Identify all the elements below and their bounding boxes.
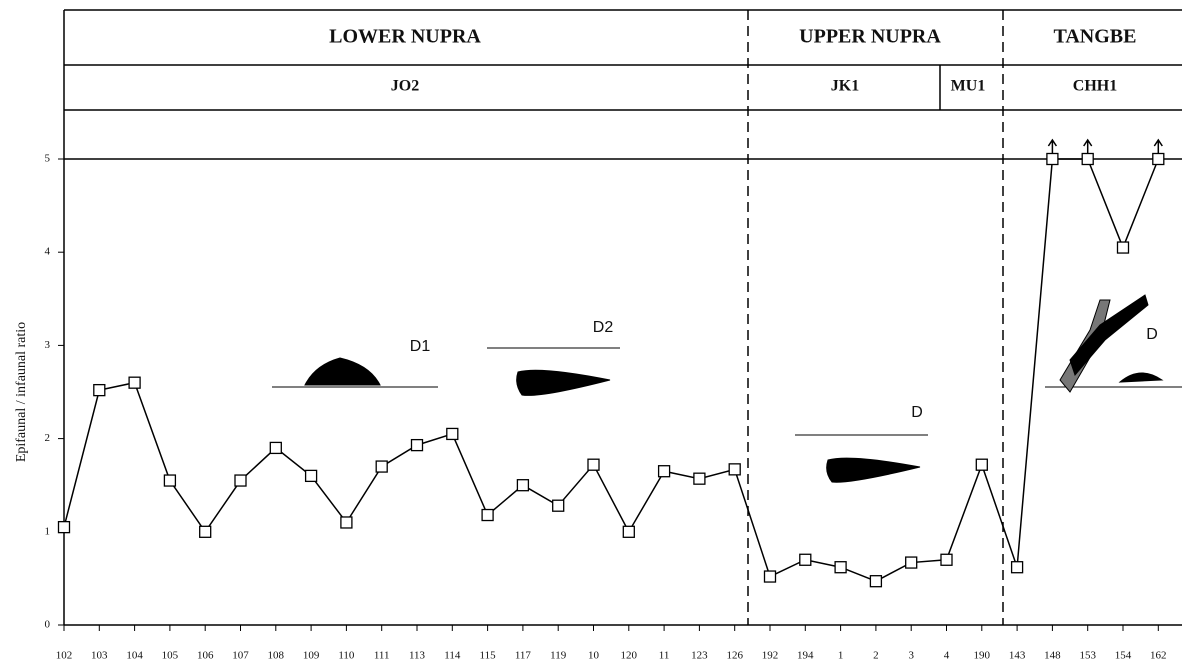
data-point <box>1082 154 1093 165</box>
header-label: JO2 <box>391 78 419 95</box>
data-point <box>517 480 528 491</box>
x-tick-label: 115 <box>480 650 497 662</box>
x-tick-label: 109 <box>303 650 320 662</box>
y-tick-label: 5 <box>45 153 51 165</box>
header-label: MU1 <box>951 78 986 95</box>
x-tick-label: 120 <box>621 650 638 662</box>
x-tick-label: 11 <box>659 650 670 662</box>
y-tick-label: 1 <box>45 525 51 537</box>
data-point <box>59 522 70 533</box>
x-tick-label: 111 <box>374 650 390 662</box>
header-label: JK1 <box>831 78 859 95</box>
data-point <box>976 459 987 470</box>
data-point <box>659 466 670 477</box>
x-tick-label: 148 <box>1044 650 1061 662</box>
data-point <box>129 377 140 388</box>
x-tick-label: 3 <box>908 650 914 662</box>
data-line <box>64 159 1158 581</box>
data-point <box>800 554 811 565</box>
data-point <box>835 562 846 573</box>
header-label: LOWER NUPRA <box>329 26 481 48</box>
x-tick-label: 103 <box>91 650 108 662</box>
x-tick-label: 105 <box>162 650 179 662</box>
x-tick-label: 143 <box>1009 650 1026 662</box>
x-tick-label: 192 <box>762 650 779 662</box>
x-tick-label: 1 <box>838 650 844 662</box>
data-point <box>164 475 175 486</box>
overflow-arrow <box>1084 140 1092 153</box>
chart: LOWER NUPRA UPPER NUPRA TANGBE JO2 JK1 MU1 CHH… <box>0 0 1182 669</box>
data-point <box>729 464 740 475</box>
x-tick-label: 102 <box>56 650 73 662</box>
x-tick-label: 10 <box>588 650 600 662</box>
data-point <box>94 385 105 396</box>
x-tick-label: 126 <box>726 650 743 662</box>
x-tick-label: 114 <box>444 650 461 662</box>
data-point <box>447 428 458 439</box>
data-point <box>1153 154 1164 165</box>
x-tick-label: 110 <box>338 650 355 662</box>
header-label: TANGBE <box>1054 26 1137 48</box>
data-point <box>694 473 705 484</box>
x-tick-label: 123 <box>691 650 708 662</box>
y-tick-label: 4 <box>45 246 51 258</box>
annotation: D2 <box>593 319 614 336</box>
data-point <box>412 440 423 451</box>
data-point <box>200 526 211 537</box>
y-tick-label: 3 <box>45 339 51 351</box>
x-tick-label: 4 <box>944 650 950 662</box>
data-point <box>623 526 634 537</box>
data-point <box>1047 154 1058 165</box>
data-point <box>482 510 493 521</box>
header-label: UPPER NUPRA <box>799 26 941 48</box>
data-point <box>1012 562 1023 573</box>
y-tick-label: 0 <box>45 619 51 631</box>
data-point <box>235 475 246 486</box>
data-point <box>906 557 917 568</box>
data-point <box>270 442 281 453</box>
overflow-arrow <box>1048 140 1056 153</box>
overflow-arrow <box>1154 140 1162 153</box>
y-tick-label: 2 <box>45 432 51 444</box>
x-tick-label: 162 <box>1150 650 1167 662</box>
data-point <box>941 554 952 565</box>
data-point <box>588 459 599 470</box>
x-tick-label: 107 <box>232 650 249 662</box>
x-tick-label: 104 <box>126 650 143 662</box>
x-tick-label: 190 <box>974 650 991 662</box>
x-tick-label: 154 <box>1115 650 1132 662</box>
data-point <box>341 517 352 528</box>
annotation: D1 <box>410 338 431 355</box>
page: LOWER NUPRA UPPER NUPRA TANGBE JO2 JK1 MU1 CHH… <box>0 0 1182 669</box>
annotation: D <box>1146 326 1158 343</box>
x-tick-label: 113 <box>409 650 426 662</box>
data-point <box>765 571 776 582</box>
y-axis-label: Epifaunal / infaunal ratio <box>14 322 29 462</box>
silhouettes <box>272 295 1182 482</box>
x-tick-label: 194 <box>797 650 814 662</box>
x-tick-label: 2 <box>873 650 879 662</box>
data-point <box>1118 242 1129 253</box>
x-tick-label: 117 <box>515 650 532 662</box>
x-tick-label: 153 <box>1079 650 1096 662</box>
x-tick-label: 106 <box>197 650 214 662</box>
data-point <box>376 461 387 472</box>
annotation: D <box>911 404 923 421</box>
data-point <box>870 576 881 587</box>
x-tick-label: 108 <box>268 650 285 662</box>
x-tick-label: 119 <box>550 650 567 662</box>
data-point <box>553 500 564 511</box>
header-label: CHH1 <box>1073 78 1117 95</box>
data-point <box>306 470 317 481</box>
